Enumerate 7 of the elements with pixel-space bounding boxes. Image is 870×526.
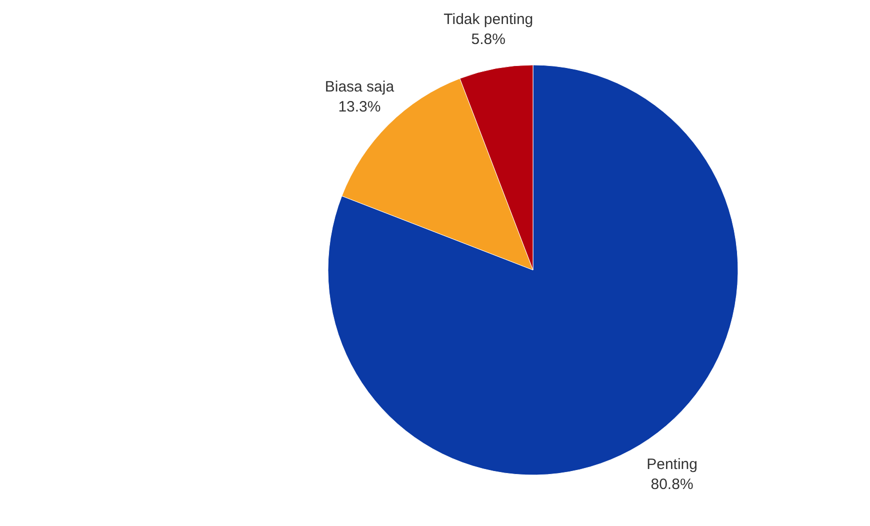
- slice-label: Tidak penting: [444, 11, 534, 28]
- data-label: 13.3%: [338, 98, 381, 116]
- slice-label: Biasa saja: [324, 78, 395, 96]
- slice-label: Penting: [646, 456, 698, 473]
- pie-slice: [328, 64, 738, 476]
- data-label: 80.8%: [650, 476, 694, 493]
- data-label: 5.8%: [471, 31, 506, 48]
